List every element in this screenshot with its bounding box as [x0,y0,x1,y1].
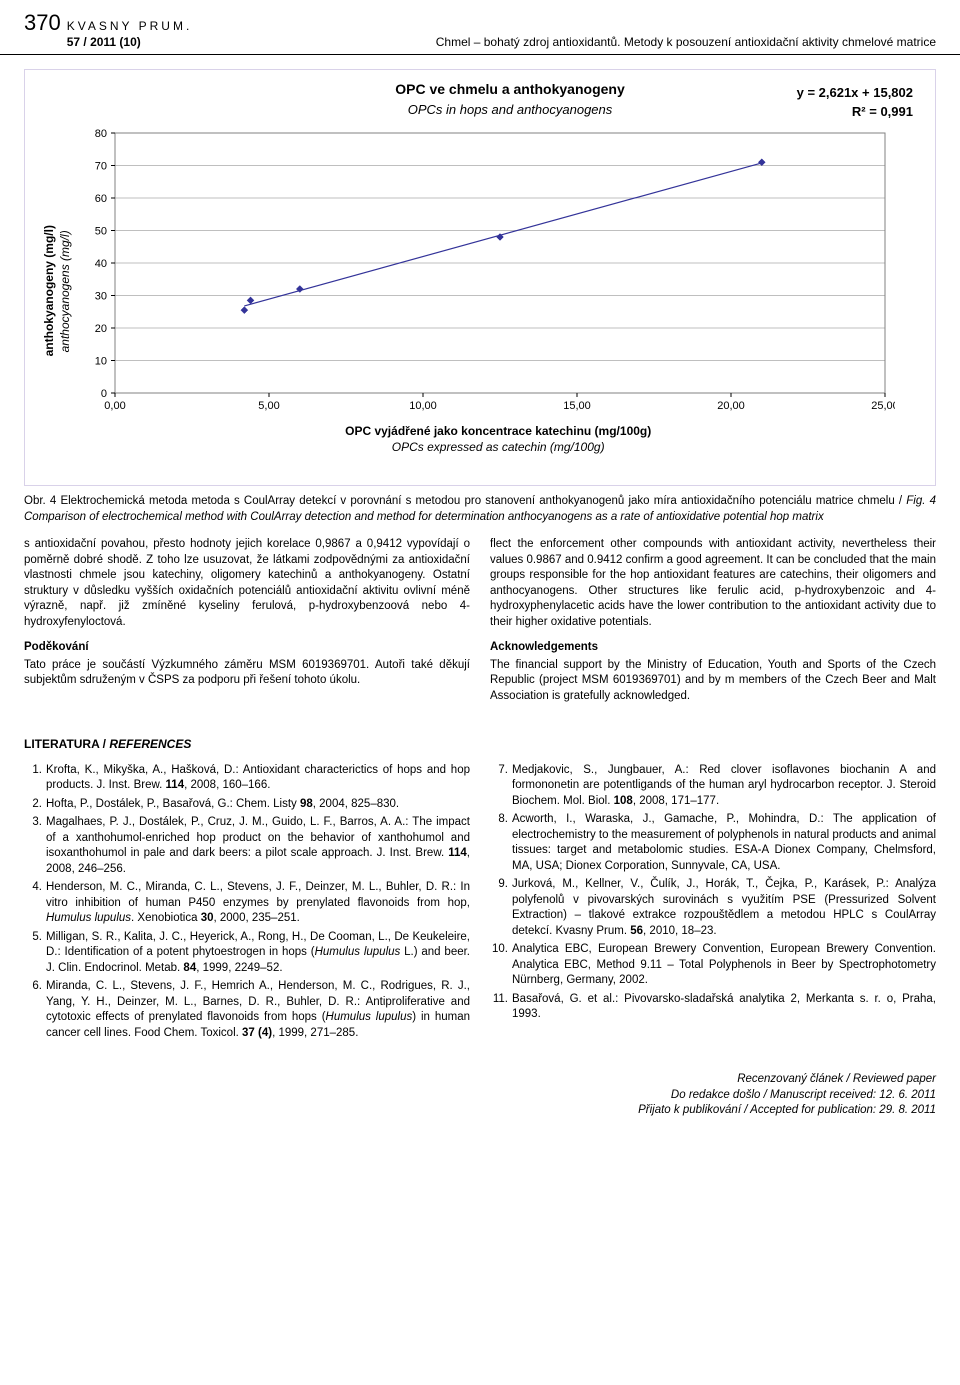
reference-number: 1. [24,763,46,794]
svg-text:5,00: 5,00 [259,400,280,412]
svg-text:0,00: 0,00 [105,400,126,412]
reference-text: Milligan, S. R., Kalita, J. C., Heyerick… [46,930,470,977]
figure-caption: Obr. 4 Elektrochemická metoda metoda s C… [24,494,936,525]
reference-item: 7.Medjakovic, S., Jungbauer, A.: Red clo… [490,763,936,810]
svg-text:60: 60 [95,193,107,205]
svg-text:20: 20 [95,323,107,335]
body-para: flect the enforcement other compounds wi… [490,537,936,630]
reference-text: Jurková, M., Kellner, V., Čulík, J., Hor… [512,877,936,939]
journal-issue: 57 / 2011 (10) [67,35,141,49]
reference-item: 9.Jurková, M., Kellner, V., Čulík, J., H… [490,877,936,939]
reference-text: Miranda, C. L., Stevens, J. F., Hemrich … [46,979,470,1041]
page-header: 370 KVASNY PRUM. 57 / 2011 (10) Chmel – … [0,0,960,55]
references-col-right: 7.Medjakovic, S., Jungbauer, A.: Red clo… [490,763,936,1045]
svg-text:80: 80 [95,128,107,140]
footer-line: Přijato k publikování / Accepted for pub… [638,1104,936,1116]
references-heading: LITERATURA / REFERENCES [0,736,960,752]
scatter-plot: 0 10 20 30 40 50 60 70 80 0,00 5,00 10,00 15,00 20,00… [75,127,895,417]
references-columns: 1.Krofta, K., Mikyška, A., Hašková, D.: … [0,763,960,1061]
chart-equation: y = 2,621x + 15,802 [797,85,913,100]
journal-name: KVASNY PRUM. [67,19,193,33]
reference-item: 4.Henderson, M. C., Miranda, C. L., Stev… [24,880,470,927]
header-title: Chmel – bohatý zdroj antioxidantů. Metod… [436,34,936,50]
reference-text: Acworth, I., Waraska, J., Gamache, P., M… [512,812,936,874]
reference-text: Medjakovic, S., Jungbauer, A.: Red clove… [512,763,936,810]
svg-text:30: 30 [95,290,107,302]
reference-number: 11. [490,992,512,1023]
reference-text: Hofta, P., Dostálek, P., Basařová, G.: C… [46,797,470,813]
reference-text: Analytica EBC, European Brewery Conventi… [512,942,936,989]
svg-text:0: 0 [101,388,107,400]
reference-number: 3. [24,815,46,877]
reference-item: 3.Magalhaes, P. J., Dostálek, P., Cruz, … [24,815,470,877]
body-para: s antioxidační povahou, přesto hodnoty j… [24,537,470,630]
reference-item: 1.Krofta, K., Mikyška, A., Hašková, D.: … [24,763,470,794]
chart-equation-block: y = 2,621x + 15,802 R² = 0,991 [797,84,913,120]
body-col-left: s antioxidační povahou, přesto hodnoty j… [24,537,470,714]
y-axis-label: anthokyanogeny (mg/l)anthocyanogens (mg/… [39,127,75,455]
reference-item: 10.Analytica EBC, European Brewery Conve… [490,942,936,989]
reference-item: 11.Basařová, G. et al.: Pivovarsko-slada… [490,992,936,1023]
reference-number: 8. [490,812,512,874]
reference-number: 2. [24,797,46,813]
footer-line: Recenzovaný článek / Reviewed paper [737,1073,936,1085]
reference-item: 5.Milligan, S. R., Kalita, J. C., Heyeri… [24,930,470,977]
reference-number: 10. [490,942,512,989]
reference-item: 2.Hofta, P., Dostálek, P., Basařová, G.:… [24,797,470,813]
reference-item: 6.Miranda, C. L., Stevens, J. F., Hemric… [24,979,470,1041]
chart-rsq: R² = 0,991 [852,104,913,119]
svg-text:20,00: 20,00 [718,400,746,412]
body-col-right: flect the enforcement other compounds wi… [490,537,936,714]
svg-text:15,00: 15,00 [564,400,592,412]
body-columns: s antioxidační povahou, přesto hodnoty j… [0,537,960,714]
ack-text-en: The financial support by the Ministry of… [490,658,936,705]
reference-item: 8.Acworth, I., Waraska, J., Gamache, P.,… [490,812,936,874]
svg-text:70: 70 [95,160,107,172]
reference-number: 4. [24,880,46,927]
footer-block: Recenzovaný článek / Reviewed paper Do r… [0,1060,960,1135]
ack-heading-cz: Poděkování [24,640,470,656]
reference-number: 7. [490,763,512,810]
journal-block: KVASNY PRUM. 57 / 2011 (10) [67,18,193,50]
page-number: 370 [24,8,61,38]
reference-text: Krofta, K., Mikyška, A., Hašková, D.: An… [46,763,470,794]
reference-number: 9. [490,877,512,939]
svg-text:25,00: 25,00 [872,400,896,412]
ack-heading-en: Acknowledgements [490,640,936,656]
reference-number: 5. [24,930,46,977]
chart-card: OPC ve chmelu a anthokyanogeny OPCs in h… [24,69,936,486]
reference-number: 6. [24,979,46,1041]
reference-text: Henderson, M. C., Miranda, C. L., Steven… [46,880,470,927]
svg-text:10,00: 10,00 [410,400,438,412]
ack-text-cz: Tato práce je součástí Výzkumného záměru… [24,658,470,689]
svg-text:50: 50 [95,225,107,237]
x-axis-label: OPC vyjádřené jako koncentrace katechinu… [75,423,921,455]
references-col-left: 1.Krofta, K., Mikyška, A., Hašková, D.: … [24,763,470,1045]
header-left: 370 KVASNY PRUM. 57 / 2011 (10) [24,8,192,50]
footer-line: Do redakce došlo / Manuscript received: … [671,1089,936,1101]
chart-subtitle: OPCs in hops and anthocyanogens [39,101,921,119]
reference-text: Magalhaes, P. J., Dostálek, P., Cruz, J.… [46,815,470,877]
chart-title: OPC ve chmelu a anthokyanogeny [39,80,921,99]
plot-wrap: 0 10 20 30 40 50 60 70 80 0,00 5,00 10,00 15,00 20,00… [75,127,921,455]
svg-text:40: 40 [95,258,107,270]
reference-text: Basařová, G. et al.: Pivovarsko-sladařsk… [512,992,936,1023]
svg-text:10: 10 [95,355,107,367]
